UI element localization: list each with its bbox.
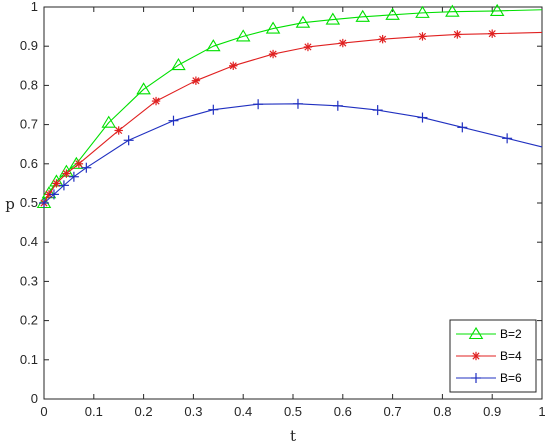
data-point-marker bbox=[303, 42, 313, 52]
data-point-marker bbox=[136, 82, 151, 95]
data-point-marker bbox=[123, 135, 134, 146]
data-point-marker bbox=[48, 189, 59, 200]
data-point-marker bbox=[292, 98, 303, 109]
y-tick-label: 0.9 bbox=[20, 38, 38, 53]
legend: B=2 B=4 B=6 bbox=[449, 319, 537, 393]
data-point-marker bbox=[378, 34, 387, 44]
x-axis: 0 0.1 0.2 0.3 0.4 0.5 0.6 0.7 0.8 0.9 1 bbox=[40, 7, 546, 419]
legend-label: B=2 bbox=[500, 327, 522, 341]
y-tick-label: 0.2 bbox=[20, 313, 38, 328]
x-tick-label: 0.2 bbox=[135, 404, 153, 419]
series-b-6 bbox=[39, 98, 543, 208]
data-point-marker bbox=[265, 21, 281, 34]
data-point-marker bbox=[253, 99, 264, 110]
y-tick-label: 0.6 bbox=[20, 156, 38, 171]
legend-marker bbox=[471, 351, 481, 361]
y-tick-label: 0.5 bbox=[20, 195, 38, 210]
y-tick-label: 0 bbox=[31, 391, 38, 406]
data-point-marker bbox=[62, 169, 71, 178]
data-point-marker bbox=[235, 29, 251, 42]
data-point-marker bbox=[372, 105, 383, 116]
series-layer bbox=[36, 3, 543, 209]
data-point-marker bbox=[355, 9, 370, 22]
x-tick-label: 0.7 bbox=[384, 404, 402, 419]
x-axis-label: t bbox=[290, 427, 296, 445]
y-tick-label: 0.7 bbox=[20, 117, 38, 132]
legend-marker bbox=[468, 326, 484, 340]
legend-label: B=4 bbox=[500, 349, 522, 363]
data-point-marker bbox=[488, 29, 497, 38]
x-tick-label: 0.6 bbox=[334, 404, 352, 419]
x-tick-label: 0.1 bbox=[85, 404, 103, 419]
data-point-marker bbox=[268, 49, 278, 59]
legend-marker bbox=[471, 373, 481, 383]
data-point-marker bbox=[101, 115, 117, 128]
data-point-marker bbox=[39, 198, 49, 208]
data-point-marker bbox=[453, 30, 462, 39]
data-point-marker bbox=[418, 32, 427, 41]
data-point-marker bbox=[325, 12, 341, 25]
y-tick-label: 0.3 bbox=[20, 273, 38, 288]
x-tick-label: 0.3 bbox=[184, 404, 202, 419]
y-axis: 0 0.1 0.2 0.3 0.4 0.5 0.6 0.7 0.8 0.9 1 bbox=[20, 0, 542, 406]
data-point-marker bbox=[489, 3, 505, 16]
x-tick-label: 1 bbox=[538, 404, 545, 419]
x-tick-label: 0.8 bbox=[433, 404, 451, 419]
data-point-marker bbox=[171, 57, 186, 71]
data-point-marker bbox=[151, 96, 161, 106]
data-point-marker bbox=[295, 15, 311, 28]
series-line bbox=[43, 103, 543, 204]
x-tick-label: 0.5 bbox=[284, 404, 302, 419]
data-point-marker bbox=[168, 115, 179, 126]
data-point-marker bbox=[502, 133, 513, 144]
data-point-marker bbox=[58, 180, 69, 191]
legend-label: B=6 bbox=[500, 371, 522, 385]
data-point-marker bbox=[74, 159, 84, 168]
y-tick-label: 0.1 bbox=[20, 352, 38, 367]
data-point-marker bbox=[338, 38, 347, 48]
x-tick-label: 0.4 bbox=[234, 404, 252, 419]
y-axis-label: p bbox=[5, 195, 15, 213]
data-point-marker bbox=[52, 179, 61, 188]
x-tick-label: 0 bbox=[40, 404, 47, 419]
data-point-marker bbox=[68, 171, 79, 182]
y-tick-label: 1 bbox=[31, 0, 38, 14]
data-point-marker bbox=[415, 5, 430, 18]
data-point-marker bbox=[191, 76, 201, 85]
y-tick-label: 0.4 bbox=[20, 234, 38, 249]
data-point-marker bbox=[229, 61, 238, 70]
data-point-marker bbox=[332, 100, 343, 111]
data-point-marker bbox=[206, 39, 221, 52]
x-tick-label: 0.9 bbox=[483, 404, 501, 419]
data-point-marker bbox=[417, 112, 428, 123]
data-point-marker bbox=[457, 122, 468, 133]
data-point-marker bbox=[208, 104, 219, 115]
data-point-marker bbox=[385, 7, 400, 20]
data-point-marker bbox=[81, 162, 92, 173]
y-tick-label: 0.8 bbox=[20, 77, 38, 92]
data-point-marker bbox=[445, 4, 460, 17]
data-point-marker bbox=[114, 126, 123, 135]
